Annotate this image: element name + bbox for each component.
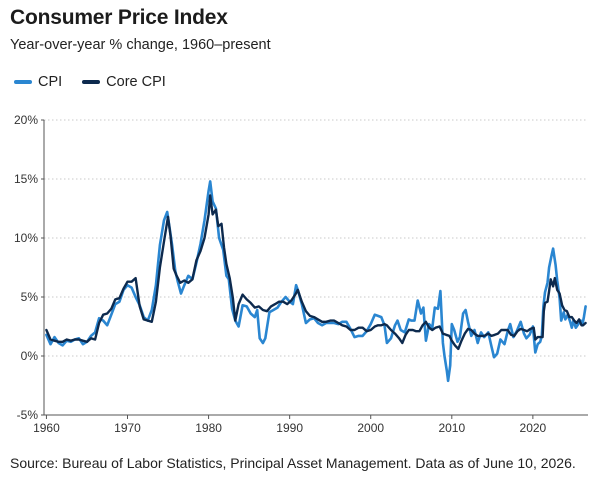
- legend-label-core-cpi: Core CPI: [106, 74, 166, 90]
- series-line-cpi: [45, 180, 587, 383]
- chart-legend: CPI Core CPI: [14, 74, 186, 90]
- legend-label-cpi: CPI: [38, 74, 63, 90]
- x-tick-label: 2010: [438, 421, 465, 435]
- x-tick-label: 2020: [520, 421, 547, 435]
- x-tick-label: 1960: [33, 421, 60, 435]
- legend-item-cpi: CPI: [14, 74, 62, 90]
- y-tick-label: 5%: [21, 290, 39, 304]
- source-note: Source: Bureau of Labor Statistics, Prin…: [10, 455, 576, 471]
- chart-plot: -5% 0% 5% 10% 15% 20% 1960 1970 1980 1990 2000 2010…: [14, 113, 588, 435]
- legend-item-core-cpi: Core CPI: [82, 74, 166, 90]
- y-tick-label: 10%: [14, 231, 38, 245]
- x-tick-label: 2000: [357, 421, 384, 435]
- chart-subtitle: Year-over-year % change, 1960–present: [10, 37, 271, 53]
- x-tick-label: 1970: [114, 421, 141, 435]
- y-tick-label: 15%: [14, 172, 38, 186]
- y-tick-label: 0%: [21, 349, 39, 363]
- x-tick-label: 1980: [195, 421, 222, 435]
- x-tick-label: 1990: [276, 421, 303, 435]
- series-line-core-cpi: [45, 194, 587, 351]
- chart-title: Consumer Price Index: [10, 6, 228, 29]
- legend-swatch-cpi: [14, 80, 32, 84]
- y-tick-label: 20%: [14, 113, 38, 127]
- y-tick-label: -5%: [17, 408, 39, 422]
- legend-swatch-core-cpi: [82, 80, 101, 84]
